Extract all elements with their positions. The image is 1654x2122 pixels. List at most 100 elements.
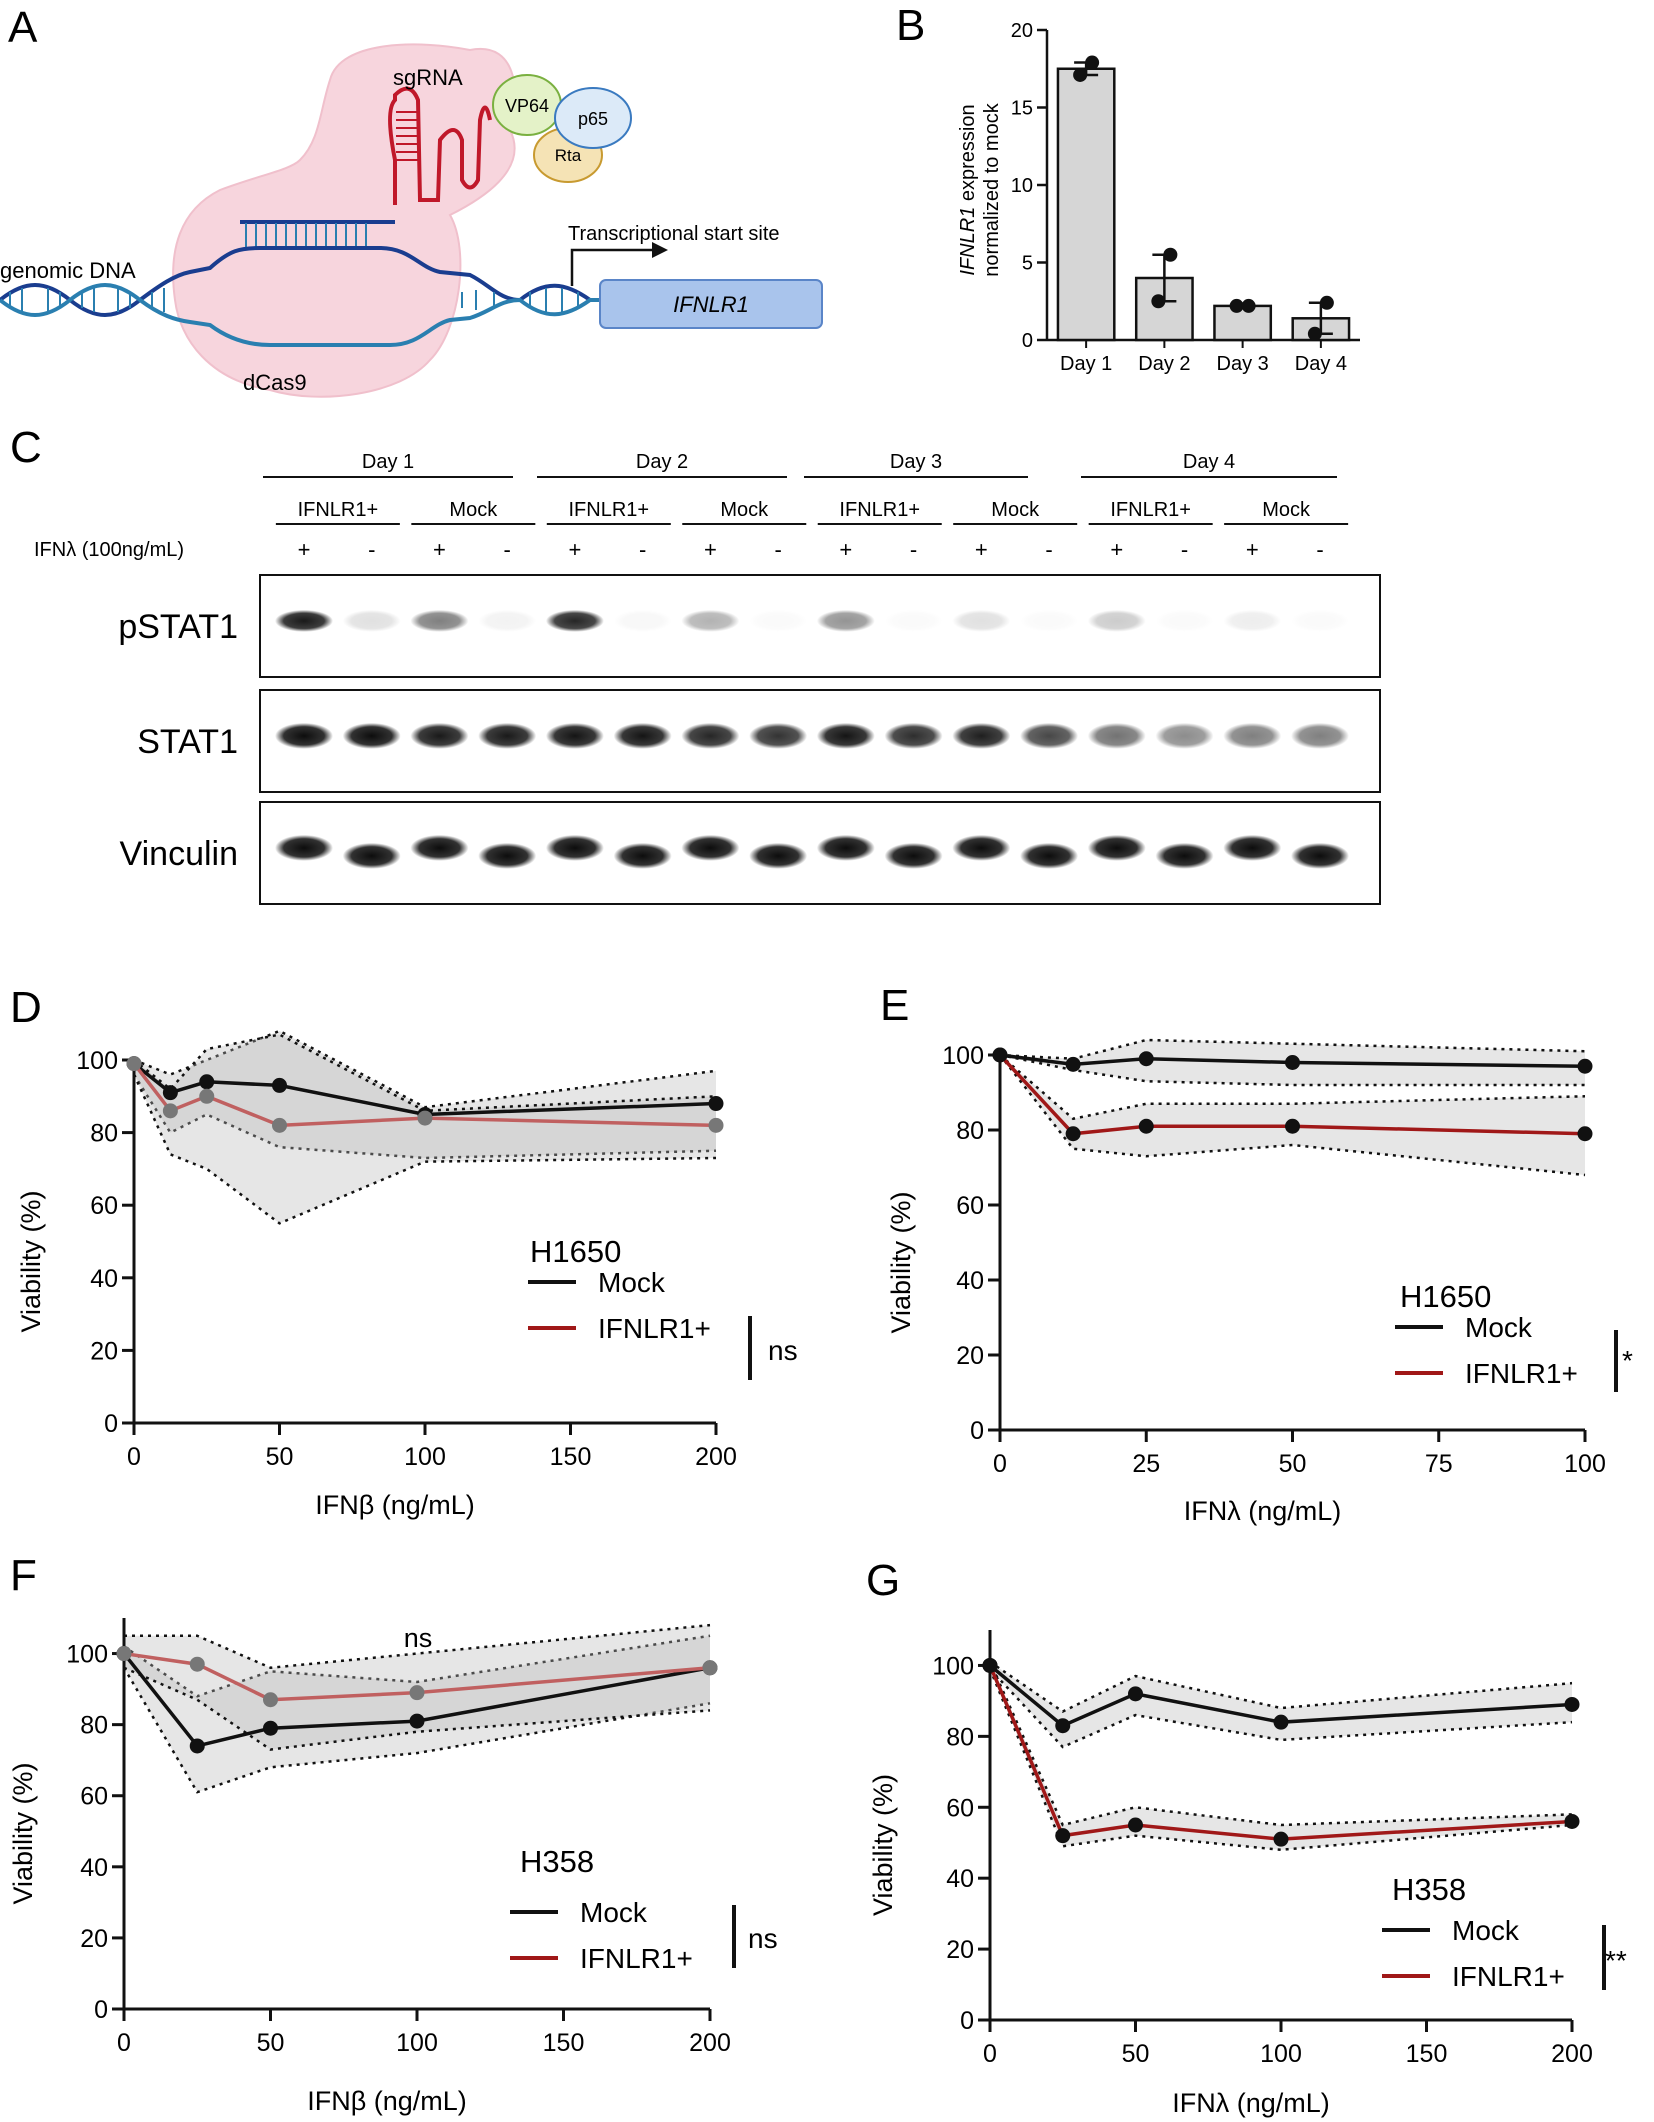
y-tick-label: 60 <box>80 1783 108 1811</box>
blot-band <box>1087 834 1146 861</box>
blot-band <box>749 722 808 749</box>
legend-label: Mock <box>580 1897 648 1928</box>
blot-band <box>884 842 943 869</box>
group-header: IFNLR1+ <box>1110 499 1191 521</box>
blot-band <box>545 722 604 749</box>
blot-band <box>1020 842 1079 869</box>
day-header: Day 3 <box>890 451 942 473</box>
treatment-sign: - <box>1316 537 1323 562</box>
series-line <box>132 1062 717 1117</box>
y-tick-label: 60 <box>946 1794 974 1822</box>
data-point <box>1285 1055 1300 1070</box>
ci-upper-bound <box>133 1033 717 1113</box>
x-tick-label: 150 <box>1406 2040 1448 2068</box>
ci-lower-bound <box>988 1668 1573 1852</box>
data-point <box>189 1738 205 1754</box>
b-y-tick-label: 20 <box>1011 20 1033 42</box>
blot-band <box>1223 609 1282 632</box>
x-tick-label: 100 <box>1564 1450 1606 1478</box>
cell-line-title: H358 <box>520 1844 594 1879</box>
blot-band <box>342 722 401 749</box>
x-tick-label: 75 <box>1425 1450 1453 1478</box>
day-header: Day 4 <box>1183 451 1235 473</box>
panel-label-e: E <box>880 981 909 1030</box>
b-ylabel-italic: IFNLR1 <box>957 207 979 276</box>
ci-lower-bound <box>132 1074 717 1225</box>
group-header: Mock <box>720 499 769 521</box>
ci-upper-bound <box>133 1029 717 1109</box>
data-point <box>1128 1817 1143 1833</box>
vp64-label: VP64 <box>505 96 549 116</box>
group-header: Mock <box>991 499 1040 521</box>
blot-band <box>478 842 537 869</box>
y-tick-label: 100 <box>942 1042 984 1070</box>
blot-band <box>1291 722 1349 749</box>
data-point <box>199 1088 215 1104</box>
treatment-sign: + <box>975 537 988 562</box>
blot-band <box>342 842 401 869</box>
y-tick-label: 0 <box>94 1996 108 2024</box>
treatment-sign: + <box>704 537 717 562</box>
treatment-sign: - <box>1045 537 1052 562</box>
b-bar <box>1056 67 1116 342</box>
legend-label: Mock <box>1452 1915 1520 1946</box>
panel-label-c: C <box>10 423 42 472</box>
y-tick-label: 0 <box>970 1417 984 1445</box>
data-point <box>126 1056 142 1072</box>
data-point <box>409 1713 425 1729</box>
x-tick-label: 150 <box>543 2029 585 2057</box>
b-x-tick-label: Day 1 <box>1060 353 1112 375</box>
blot-band <box>545 609 604 632</box>
data-point <box>263 1692 278 1708</box>
data-point <box>1564 1696 1580 1712</box>
significance-label: ns <box>768 1335 798 1366</box>
panel-label-a: A <box>8 3 38 52</box>
blot-band <box>342 609 401 632</box>
x-tick-label: 50 <box>266 1443 294 1471</box>
x-tick-label: 0 <box>117 2029 131 2057</box>
ci-upper-bound <box>989 1660 1573 1713</box>
data-point <box>1065 1126 1081 1142</box>
b-y-tick-label: 15 <box>1011 98 1033 120</box>
data-point <box>1273 1831 1289 1847</box>
b-data-point <box>1151 294 1166 309</box>
treatment-sign: - <box>504 537 511 562</box>
data-point <box>199 1074 215 1090</box>
ci-lower-bound <box>999 1053 1585 1087</box>
blot-band <box>816 722 875 749</box>
x-tick-label: 0 <box>993 1450 1007 1478</box>
blot-band <box>275 609 333 632</box>
data-point <box>272 1077 287 1093</box>
viability-chart-h358-ifnl: 0 20 40 60 80 100 0 50 100 150 200 IFNλ (ng/mL) Viab… <box>868 1630 1627 2118</box>
x-tick-label: 100 <box>1260 2040 1302 2068</box>
legend-label: IFNLR1+ <box>580 1943 693 1974</box>
blot-band <box>1223 722 1282 749</box>
y-tick-label: 60 <box>90 1192 118 1220</box>
b-x-tick-label: Day 3 <box>1217 353 1269 375</box>
gene-label: IFNLR1 <box>673 292 749 317</box>
y-tick-label: 0 <box>960 2007 974 2035</box>
rta-label: Rta <box>555 146 582 165</box>
y-tick-label: 40 <box>956 1267 984 1295</box>
y-tick-label: 100 <box>932 1652 974 1680</box>
b-data-point <box>1241 298 1256 313</box>
viability-chart-h358-ifnb: 0 20 40 60 80 100 0 50 100 150 200 IFNβ (ng/mL) Viab… <box>8 1618 778 2116</box>
group-header: IFNLR1+ <box>839 499 920 521</box>
blot-band <box>478 722 537 749</box>
x-tick-label: 100 <box>396 2029 438 2057</box>
blot-band <box>1155 842 1214 869</box>
ci-upper-bound <box>999 1038 1586 1061</box>
data-point <box>1577 1126 1593 1142</box>
data-point <box>1273 1714 1289 1730</box>
treatment-sign: - <box>910 537 917 562</box>
p65-domain <box>554 87 632 149</box>
panel-label-f: F <box>10 1551 37 1600</box>
tss-arrow-stem <box>570 248 652 286</box>
y-tick-label: 80 <box>946 1723 974 1751</box>
data-point <box>982 1657 998 1673</box>
blot-band <box>410 722 469 749</box>
treatment-sign: - <box>639 537 646 562</box>
data-point <box>708 1117 724 1133</box>
blot-band <box>275 722 333 749</box>
x-axis-label: IFNβ (ng/mL) <box>307 2086 467 2116</box>
